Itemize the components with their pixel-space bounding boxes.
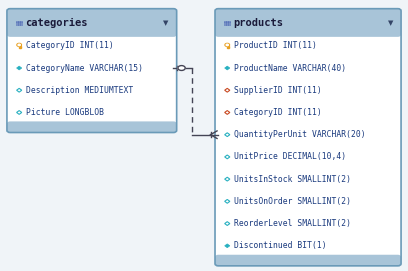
Circle shape (17, 43, 21, 46)
Bar (226, 24, 228, 25)
FancyBboxPatch shape (7, 9, 177, 37)
Bar (228, 47, 229, 48)
Bar (16, 21, 18, 22)
FancyBboxPatch shape (7, 9, 177, 133)
FancyBboxPatch shape (215, 9, 401, 37)
Text: Picture LONGBLOB: Picture LONGBLOB (26, 108, 104, 117)
Text: ProductName VARCHAR(40): ProductName VARCHAR(40) (234, 63, 346, 73)
Bar (10, 124, 173, 127)
FancyBboxPatch shape (215, 9, 401, 266)
Text: Discontinued BIT(1): Discontinued BIT(1) (234, 241, 327, 250)
Bar (18, 21, 20, 22)
Bar (228, 22, 230, 23)
Circle shape (226, 44, 228, 46)
Text: ▼: ▼ (388, 20, 393, 26)
Bar (20, 24, 22, 25)
Bar (20, 22, 22, 23)
Bar (218, 24, 398, 35)
Text: Description MEDIUMTEXT: Description MEDIUMTEXT (26, 86, 133, 95)
Bar (20, 47, 21, 48)
Polygon shape (225, 66, 230, 70)
FancyBboxPatch shape (7, 121, 177, 133)
Circle shape (225, 43, 230, 46)
Bar (16, 24, 18, 25)
Text: CategoryName VARCHAR(15): CategoryName VARCHAR(15) (26, 63, 143, 73)
Text: CategoryID INT(11): CategoryID INT(11) (234, 108, 322, 117)
Bar (224, 21, 226, 22)
Bar (228, 21, 230, 22)
Bar (224, 22, 226, 23)
Text: QuantityPerUnit VARCHAR(20): QuantityPerUnit VARCHAR(20) (234, 130, 366, 139)
Bar (218, 257, 398, 261)
Text: CategoryID INT(11): CategoryID INT(11) (26, 41, 114, 50)
Bar (19, 45, 20, 49)
Text: UnitPrice DECIMAL(10,4): UnitPrice DECIMAL(10,4) (234, 152, 346, 162)
Polygon shape (17, 66, 22, 70)
Bar (227, 45, 228, 49)
Text: UnitsInStock SMALLINT(2): UnitsInStock SMALLINT(2) (234, 175, 351, 184)
Text: SupplierID INT(11): SupplierID INT(11) (234, 86, 322, 95)
Text: ▼: ▼ (163, 20, 169, 26)
Text: UnitsOnOrder SMALLINT(2): UnitsOnOrder SMALLINT(2) (234, 197, 351, 206)
Text: categories: categories (25, 18, 87, 28)
Text: products: products (233, 18, 283, 28)
Bar (224, 24, 226, 25)
Bar (226, 22, 228, 23)
Circle shape (178, 66, 185, 70)
Bar (228, 46, 229, 47)
Bar (18, 22, 20, 23)
Bar (20, 21, 22, 22)
Polygon shape (225, 244, 230, 248)
Bar (16, 22, 18, 23)
Bar (10, 24, 173, 35)
Text: ProductID INT(11): ProductID INT(11) (234, 41, 317, 50)
FancyBboxPatch shape (215, 255, 401, 266)
Bar (20, 46, 21, 47)
Text: ReorderLevel SMALLINT(2): ReorderLevel SMALLINT(2) (234, 219, 351, 228)
Bar (226, 21, 228, 22)
Circle shape (18, 44, 20, 46)
Bar (228, 24, 230, 25)
Bar (18, 24, 20, 25)
